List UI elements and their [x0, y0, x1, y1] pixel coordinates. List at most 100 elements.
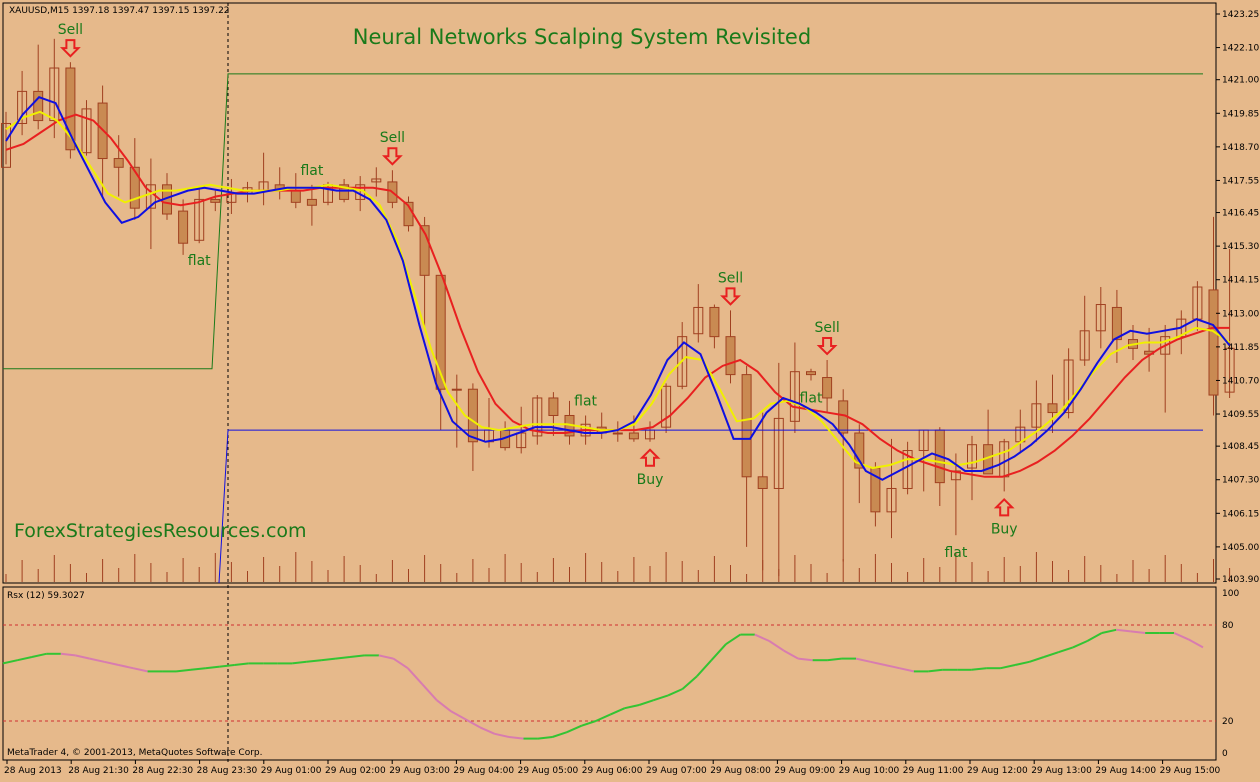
- candle-body: [1160, 336, 1171, 355]
- candle-body: [81, 108, 92, 154]
- rsx-line-segment: [725, 633, 741, 646]
- rsx-line-segment: [928, 668, 943, 673]
- y-axis-label: 1421.00: [1222, 76, 1259, 86]
- candle-body: [210, 198, 221, 203]
- rsx-line-segment: [624, 704, 640, 710]
- sell-signal-label: Sell: [58, 22, 83, 38]
- buy-signal-label: Buy: [991, 521, 1018, 537]
- candle-body: [757, 476, 768, 489]
- rsx-line-segment: [870, 660, 886, 666]
- rsx-line-segment: [1101, 628, 1117, 634]
- x-axis-label: 29 Aug 03:00: [389, 766, 450, 776]
- rsx-line-segment: [508, 736, 524, 740]
- x-axis-label: 29 Aug 01:00: [261, 766, 322, 776]
- rsx-line-segment: [1086, 632, 1103, 642]
- rsx-line-segment: [710, 643, 727, 661]
- candle-body: [806, 371, 816, 376]
- candle-body: [49, 67, 60, 122]
- rsx-line-segment: [479, 726, 495, 735]
- rsx-line-segment: [421, 683, 438, 701]
- main-chart-frame: [2, 2, 1217, 584]
- candle-body: [709, 306, 720, 338]
- rsx-line-segment: [971, 667, 987, 671]
- rsx-line-segment: [595, 713, 611, 722]
- rsx-line-segment: [826, 657, 842, 662]
- rsx-line-segment: [2, 659, 18, 665]
- buy-signal-label: Buy: [637, 472, 664, 488]
- candle-body: [306, 198, 317, 206]
- rsx-line-segment: [205, 665, 220, 670]
- candle-body: [65, 67, 76, 151]
- rsx-line-segment: [176, 668, 192, 673]
- rsx-line-segment: [566, 724, 582, 734]
- rsx-line-segment: [638, 699, 654, 706]
- rsx-line-segment: [580, 720, 597, 727]
- candle-body: [1079, 330, 1090, 361]
- candle-body: [1095, 304, 1106, 332]
- x-axis-label: 29 Aug 12:00: [967, 766, 1028, 776]
- rsx-line-segment: [190, 667, 206, 671]
- rsx-line-segment: [768, 640, 785, 652]
- candle-body: [178, 210, 189, 244]
- x-axis-label: 29 Aug 09:00: [774, 766, 835, 776]
- candle-body: [1208, 289, 1219, 396]
- candle-body: [371, 178, 382, 183]
- candle-body: [451, 388, 462, 391]
- candle-body: [113, 158, 124, 168]
- rsx-line-segment: [552, 731, 568, 738]
- sell-arrow-icon: [59, 39, 81, 58]
- rsx-line-segment: [292, 660, 307, 665]
- flat-signal-label: flat: [944, 545, 967, 561]
- rsx-line-segment: [31, 652, 47, 658]
- candle-body: [1111, 306, 1122, 341]
- rsx-line-segment: [681, 675, 698, 690]
- rsx-line-segment: [392, 657, 409, 670]
- sell-signal-label: Sell: [718, 270, 743, 286]
- candle-body: [33, 90, 44, 122]
- candle-body: [661, 385, 672, 428]
- sell-signal-label: Sell: [814, 320, 839, 336]
- candle-body: [194, 198, 205, 241]
- rsx-line-segment: [1014, 660, 1030, 666]
- buy-arrow-icon: [639, 448, 661, 467]
- candle-body: [1047, 403, 1058, 414]
- rsx-line-segment: [306, 659, 322, 663]
- rsx-y-label: 0: [1222, 749, 1228, 759]
- rsx-panel-frame: [2, 586, 1217, 761]
- green-level-line: [3, 73, 1203, 370]
- x-axis-label: 29 Aug 05:00: [518, 766, 579, 776]
- rsx-title: Rsx (12) 59.3027: [7, 591, 85, 601]
- buy-arrow-icon: [993, 497, 1015, 517]
- candle-body: [1063, 359, 1074, 414]
- rsx-line-segment: [60, 652, 76, 657]
- candle-body: [693, 306, 704, 335]
- rsx-line-segment: [407, 667, 424, 685]
- y-axis-label: 1407.30: [1222, 476, 1259, 486]
- rsx-line-segment: [335, 656, 351, 660]
- rsx-y-label: 80: [1222, 621, 1234, 631]
- rsx-line-segment: [320, 657, 336, 662]
- candle-body: [725, 336, 736, 376]
- rsx-line-segment: [754, 633, 770, 642]
- x-axis-label: 29 Aug 04:00: [453, 766, 514, 776]
- x-axis-label: 29 Aug 10:00: [839, 766, 900, 776]
- rsx-line-segment: [1000, 664, 1016, 670]
- candle-body: [419, 225, 430, 276]
- y-axis-label: 1408.45: [1222, 442, 1259, 452]
- sell-arrow-icon: [381, 147, 403, 166]
- rsx-line-segment: [118, 664, 134, 670]
- x-axis-label: 29 Aug 07:00: [646, 766, 707, 776]
- y-axis-label: 1409.55: [1222, 410, 1259, 420]
- y-axis-label: 1415.30: [1222, 242, 1259, 252]
- rsx-line-segment: [89, 657, 105, 663]
- blue-level-line: [218, 429, 1203, 584]
- rsx-line-segment: [798, 657, 813, 662]
- rsx-line-segment: [653, 694, 669, 702]
- x-axis-label: 29 Aug 11:00: [903, 766, 964, 776]
- rsx-y-label: 100: [1222, 589, 1239, 599]
- sell-arrow-icon: [816, 337, 838, 356]
- candle-body: [467, 388, 478, 443]
- rsx-line-segment: [1058, 646, 1074, 654]
- candle-body: [17, 90, 28, 124]
